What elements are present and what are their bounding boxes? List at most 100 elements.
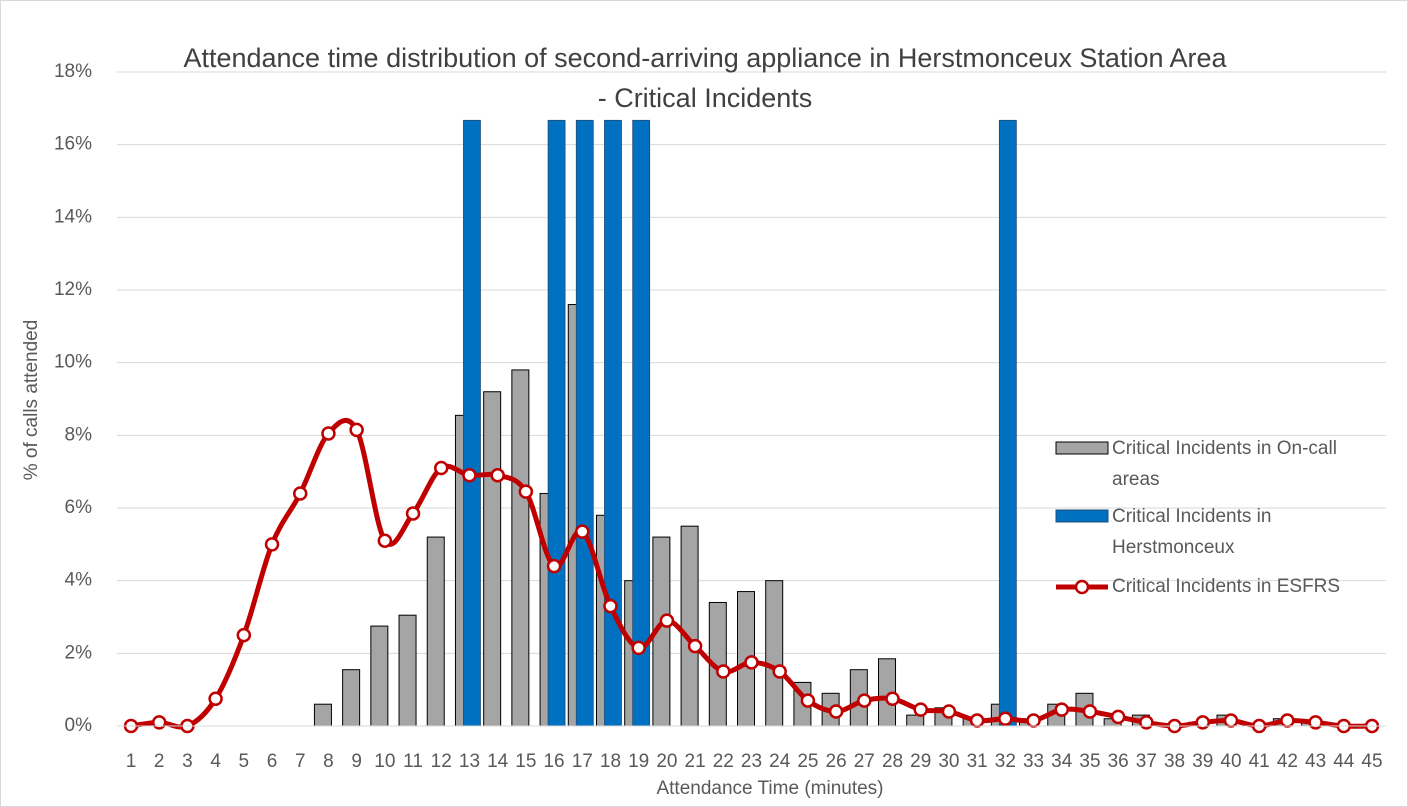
x-tick-label: 6 [267,751,278,772]
y-tick-label: 12% [54,279,92,300]
line-marker [603,598,618,614]
line-marker [1280,713,1295,728]
x-tick-label: 41 [1249,751,1270,772]
x-tick-label: 22 [713,751,734,772]
line-marker [800,693,816,708]
line-marker [462,468,477,483]
line-marker [434,460,449,476]
y-tick-label: 0% [65,715,93,736]
y-tick-label: 16% [54,134,92,155]
line-marker [885,691,900,706]
x-tick-label: 31 [967,751,988,772]
x-tick-label: 20 [656,751,677,772]
x-tick-label: 8 [323,751,334,772]
line-marker [716,664,731,679]
line-marker [292,486,308,501]
line-marker [1110,709,1126,725]
bar [765,580,784,727]
legend-label: Critical Incidents in ESFRS [1112,576,1341,597]
bar [313,703,332,727]
x-tick-label: 21 [685,751,706,772]
x-tick-label: 29 [910,751,931,772]
y-tick-label: 10% [54,352,92,373]
bar [632,119,651,727]
y-tick-label: 8% [65,424,93,445]
x-axis-label: Attendance Time (minutes) [656,778,883,799]
line-marker [744,655,759,670]
x-tick-label: 39 [1192,751,1213,772]
line-marker [575,524,590,539]
x-tick-label: 33 [1023,751,1044,772]
x-tick-label: 40 [1220,751,1241,772]
x-tick-label: 12 [431,751,452,772]
bar [426,536,445,727]
x-tick-label: 36 [1108,751,1129,772]
line-marker [546,558,562,574]
x-tick-label: 38 [1164,751,1185,772]
line-marker [631,640,646,656]
line-marker [772,664,787,679]
x-tick-label: 28 [882,751,903,772]
line-marker [828,704,844,719]
x-tick-label: 27 [854,751,875,772]
line-marker [321,426,336,441]
line-marker [1026,713,1041,728]
x-tick-label: 14 [487,751,509,772]
x-tick-label: 17 [572,751,593,772]
line-marker [405,506,421,521]
x-tick-label: 24 [769,751,791,772]
x-tick-label: 11 [403,751,423,772]
bar [370,625,389,727]
y-tick-label: 14% [54,206,92,227]
line-marker [236,627,252,643]
line-marker [1223,713,1239,728]
line-marker [151,715,167,730]
line-marker [208,691,223,706]
x-tick-label: 9 [351,751,362,772]
line-marker [998,711,1013,726]
legend-label: Critical Incidents in Herstmonceux [1112,506,1272,558]
line-marker [857,693,872,708]
x-tick-label: 35 [1079,751,1100,772]
y-axis-label: % of calls attended [21,320,42,481]
x-tick-label: 45 [1361,751,1382,772]
x-tick-label: 25 [797,751,818,772]
x-tick-label: 1 [126,751,137,772]
bar [998,119,1017,727]
legend-swatch [1055,441,1109,455]
line-marker [264,537,280,552]
y-tick-label: 2% [65,642,93,663]
x-tick-label: 5 [239,751,250,772]
line-marker [1195,715,1211,730]
legend-swatch [1074,579,1090,595]
line-marker [490,468,505,483]
line-marker [659,613,675,628]
x-tick-label: 18 [600,751,621,772]
line-marker [687,638,703,654]
bar [483,391,502,727]
x-tick-label: 15 [515,751,536,772]
line-marker [1082,704,1098,719]
x-tick-label: 10 [374,751,395,772]
bar [547,119,566,727]
line-marker [1139,715,1154,730]
x-tick-label: 30 [938,751,959,772]
y-tick-label: 18% [54,61,92,82]
line-marker [941,704,957,719]
line-marker [969,713,985,728]
legend-label: Critical Incidents in On-call areas [1112,438,1337,490]
bar [463,119,481,727]
legend-swatch [1055,509,1109,523]
x-tick-label: 2 [154,751,165,772]
x-tick-label: 23 [741,751,762,772]
chart-title: Attendance time distribution of second-a… [183,43,1227,113]
line-marker [518,484,534,499]
x-tick-label: 37 [1136,751,1157,772]
bar [398,614,417,727]
x-tick-label: 26 [826,751,847,772]
x-tick-label: 44 [1333,751,1355,772]
line-marker [913,702,928,717]
